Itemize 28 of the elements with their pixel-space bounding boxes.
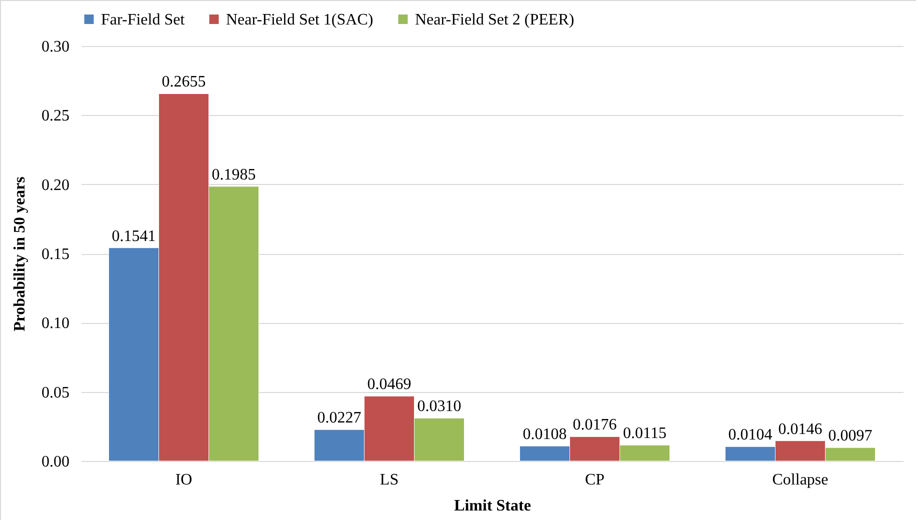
data-label: 0.0227 [317, 410, 362, 427]
legend-label: Near-Field Set 2 (PEER) [415, 11, 574, 28]
data-label: 0.0104 [728, 426, 772, 444]
y-tick-label: 0.20 [42, 176, 70, 194]
data-label: 0.0115 [623, 425, 666, 442]
y-tick-label: 0.10 [42, 315, 70, 332]
data-label: 0.2655 [162, 74, 206, 91]
data-label: 0.0310 [417, 398, 462, 416]
y-tick-label: 0.05 [42, 384, 70, 402]
y-tick-label: 0.25 [42, 108, 70, 125]
data-label: 0.0176 [572, 416, 617, 434]
data-label: 0.1985 [212, 166, 256, 184]
y-tick-label: 0.15 [42, 246, 70, 263]
y-tick-label: 0.30 [42, 38, 70, 56]
x-axis-title: Limit State [454, 498, 531, 514]
x-tick-label: CP [584, 472, 605, 488]
data-label: 0.0469 [367, 376, 412, 394]
y-tick-label: 0.00 [42, 454, 70, 470]
x-tick-label: Collapse [772, 472, 828, 488]
data-label: 0.1541 [112, 228, 156, 245]
y-axis-title: Probability in 50 years [12, 176, 28, 332]
data-label: 0.0146 [778, 420, 822, 438]
legend-label: Near-Field Set 1(SAC) [226, 11, 374, 28]
data-label: 0.0108 [522, 426, 567, 444]
data-label: 0.0097 [828, 428, 872, 445]
legend-label: Far-Field Set [101, 11, 186, 28]
x-tick-label: LS [380, 472, 399, 488]
x-tick-label: IO [175, 472, 192, 488]
